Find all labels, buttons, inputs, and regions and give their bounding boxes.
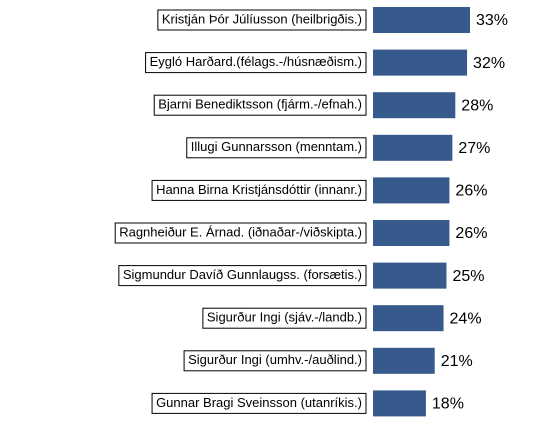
- value-label: 21%: [441, 353, 473, 370]
- bar: [373, 262, 447, 289]
- bar: [373, 390, 426, 417]
- category-label: Eygló Harðard.(félags.-/húsnæðism.): [150, 54, 362, 69]
- category-label: Bjarni Benediktsson (fjárm.-/efnah.): [158, 97, 362, 112]
- bar: [373, 134, 453, 161]
- value-label: 33%: [476, 12, 508, 29]
- value-label: 28%: [461, 97, 493, 114]
- value-label: 32%: [473, 55, 505, 72]
- bar: [373, 7, 470, 33]
- value-label: 26%: [455, 225, 487, 242]
- category-label: Ragnheiður E. Árnad. (iðnaðar-/viðskipta…: [119, 224, 362, 239]
- category-label: Sigurður Ingi (umhv.-/auðlind.): [188, 352, 362, 367]
- label-box: [118, 265, 367, 287]
- label-box: [151, 392, 367, 414]
- label-box: [202, 307, 367, 329]
- bar: [373, 177, 450, 204]
- label-box: [114, 222, 367, 244]
- category-label: Kristján Þór Júlíusson (heilbrigðis.): [162, 11, 362, 26]
- label-box: [151, 179, 367, 201]
- category-label: Sigurður Ingi (sjáv.-/landb.): [207, 310, 362, 325]
- category-label: Illugi Gunnarsson (menntam.): [191, 139, 362, 154]
- category-label: Sigmundur Davíð Gunnlaugss. (forsætis.): [123, 267, 362, 282]
- bar: [373, 92, 456, 119]
- value-label: 24%: [450, 310, 482, 327]
- label-box: [153, 94, 367, 116]
- bar: [373, 220, 450, 246]
- label-box: [157, 9, 367, 31]
- bar: [373, 347, 435, 374]
- value-label: 18%: [432, 396, 464, 413]
- bar: [373, 49, 468, 76]
- label-box: [183, 350, 367, 372]
- label-box: [186, 137, 367, 159]
- label-box: [145, 52, 367, 74]
- value-label: 27%: [458, 140, 490, 157]
- value-label: 25%: [452, 268, 484, 285]
- category-label: Hanna Birna Kristjánsdóttir (innanr.): [156, 182, 362, 197]
- category-label: Gunnar Bragi Sveinsson (utanríkis.): [156, 395, 362, 410]
- bar: [373, 305, 444, 332]
- value-label: 26%: [455, 183, 487, 200]
